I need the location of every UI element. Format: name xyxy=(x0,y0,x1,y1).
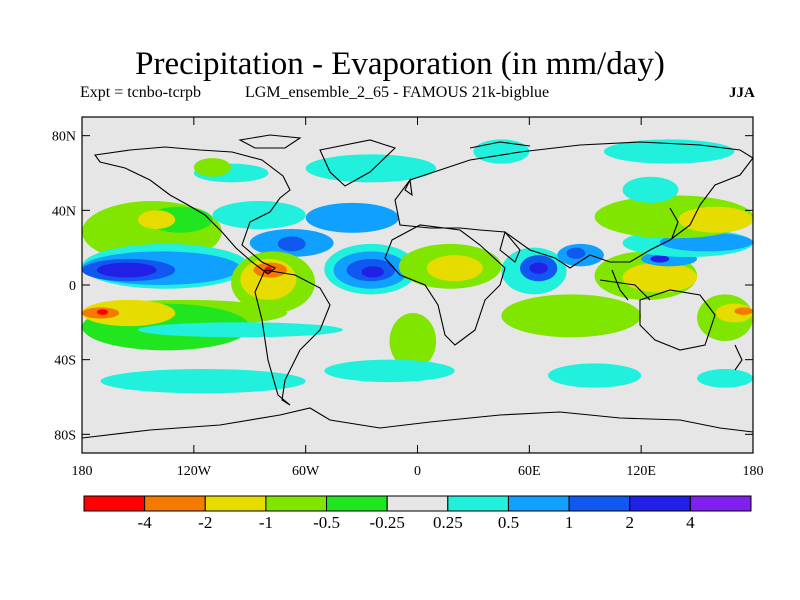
anomaly-region xyxy=(277,236,306,252)
anomaly-region xyxy=(100,369,306,394)
anomaly-field xyxy=(82,139,753,394)
colorbar-label: 0.5 xyxy=(498,513,519,532)
colorbar-swatch xyxy=(447,495,509,512)
uk-coast xyxy=(404,178,413,197)
anomaly-region xyxy=(650,255,670,263)
y-tick-label: 40N xyxy=(52,204,76,219)
colorbar-swatch xyxy=(507,495,570,512)
colorbar-label: -2 xyxy=(198,513,212,532)
anomaly-region xyxy=(622,176,679,203)
colorbar-swatch xyxy=(204,495,267,512)
anomaly-region xyxy=(324,359,455,383)
new-zealand-coast xyxy=(734,344,743,371)
x-tick-label: 180 xyxy=(743,464,764,479)
eurasia-coast xyxy=(394,141,753,269)
anomaly-region xyxy=(678,206,753,233)
y-tick-label: 80S xyxy=(54,428,76,443)
greenland-coast xyxy=(319,139,397,187)
x-tick-label: 60E xyxy=(518,464,541,479)
anomaly-region xyxy=(193,158,232,177)
colorbar-swatch xyxy=(265,495,328,512)
y-tick-label: 40S xyxy=(54,354,76,369)
colorbar-label: -1 xyxy=(259,513,273,532)
colorbar-swatch xyxy=(568,495,631,512)
anomaly-region xyxy=(305,202,399,233)
indonesia-coast xyxy=(599,279,651,301)
colorbar-swatch xyxy=(629,495,691,512)
japan-coast xyxy=(669,207,679,239)
anomaly-region xyxy=(212,201,306,229)
coastlines xyxy=(82,134,753,439)
season-label: JJA xyxy=(729,85,755,101)
figure-title: Precipitation - Evaporation (in mm/day) xyxy=(135,46,665,82)
anomaly-region xyxy=(529,262,548,274)
anomaly-region xyxy=(501,294,642,338)
colorbar-swatch xyxy=(83,495,146,512)
colorbar: -4 -2 -1 -0.5 -0.25 0.25 0.5 1 2 4 xyxy=(83,495,752,532)
anomaly-region xyxy=(426,255,483,282)
anomaly-region xyxy=(96,262,157,278)
colorbar-label: 2 xyxy=(625,513,634,532)
anomaly-region xyxy=(622,262,698,293)
colorbar-label: -4 xyxy=(138,513,153,532)
x-tick-label: 0 xyxy=(414,464,421,479)
y-tick-label: 80N xyxy=(52,130,76,145)
north-america-coast xyxy=(94,146,291,275)
anomaly-region xyxy=(547,363,642,388)
anomaly-region xyxy=(96,309,109,315)
colorbar-label: -0.25 xyxy=(369,513,404,532)
x-tick-label: 180 xyxy=(72,464,93,479)
colorbar-swatch xyxy=(689,495,752,512)
anomaly-region xyxy=(305,154,437,183)
anomaly-region xyxy=(389,313,437,369)
siberia-islands-coast xyxy=(469,141,531,149)
anomaly-region xyxy=(361,266,384,278)
colorbar-swatch xyxy=(326,495,388,512)
colorbar-swatch xyxy=(144,495,206,512)
x-tick-label: 120W xyxy=(177,464,212,479)
run-label: LGM_ensemble_2_65 - FAMOUS 21k-bigblue xyxy=(245,84,550,101)
x-tick-label: 60W xyxy=(292,464,320,479)
axis-ticks: 80N 40N 0 40S 80S 180 120W 60W 0 60E 120E 180 xyxy=(52,117,764,479)
arctic-islands-coast xyxy=(238,134,302,149)
anomaly-region xyxy=(566,247,586,259)
anomaly-region xyxy=(82,299,176,327)
africa-coast xyxy=(384,224,506,346)
experiment-label: Expt = tcnbo-tcrpb xyxy=(80,84,201,101)
anomaly-region xyxy=(734,307,753,315)
colorbar-label: -0.5 xyxy=(313,513,340,532)
arabia-coast xyxy=(499,230,521,263)
borneo-coast xyxy=(611,269,629,301)
south-america-coast xyxy=(254,269,331,406)
colorbar-swatch xyxy=(386,495,449,512)
colorbar-label: 4 xyxy=(686,513,695,532)
anomaly-region xyxy=(137,210,176,230)
x-tick-label: 120E xyxy=(626,464,656,479)
australia-coast xyxy=(639,289,716,351)
anomaly-region xyxy=(137,322,343,338)
colorbar-label: 1 xyxy=(565,513,574,532)
antarctica-coast xyxy=(82,407,753,439)
y-tick-label: 0 xyxy=(69,279,76,294)
colorbar-label: 0.25 xyxy=(433,513,463,532)
anomaly-region xyxy=(697,369,753,388)
